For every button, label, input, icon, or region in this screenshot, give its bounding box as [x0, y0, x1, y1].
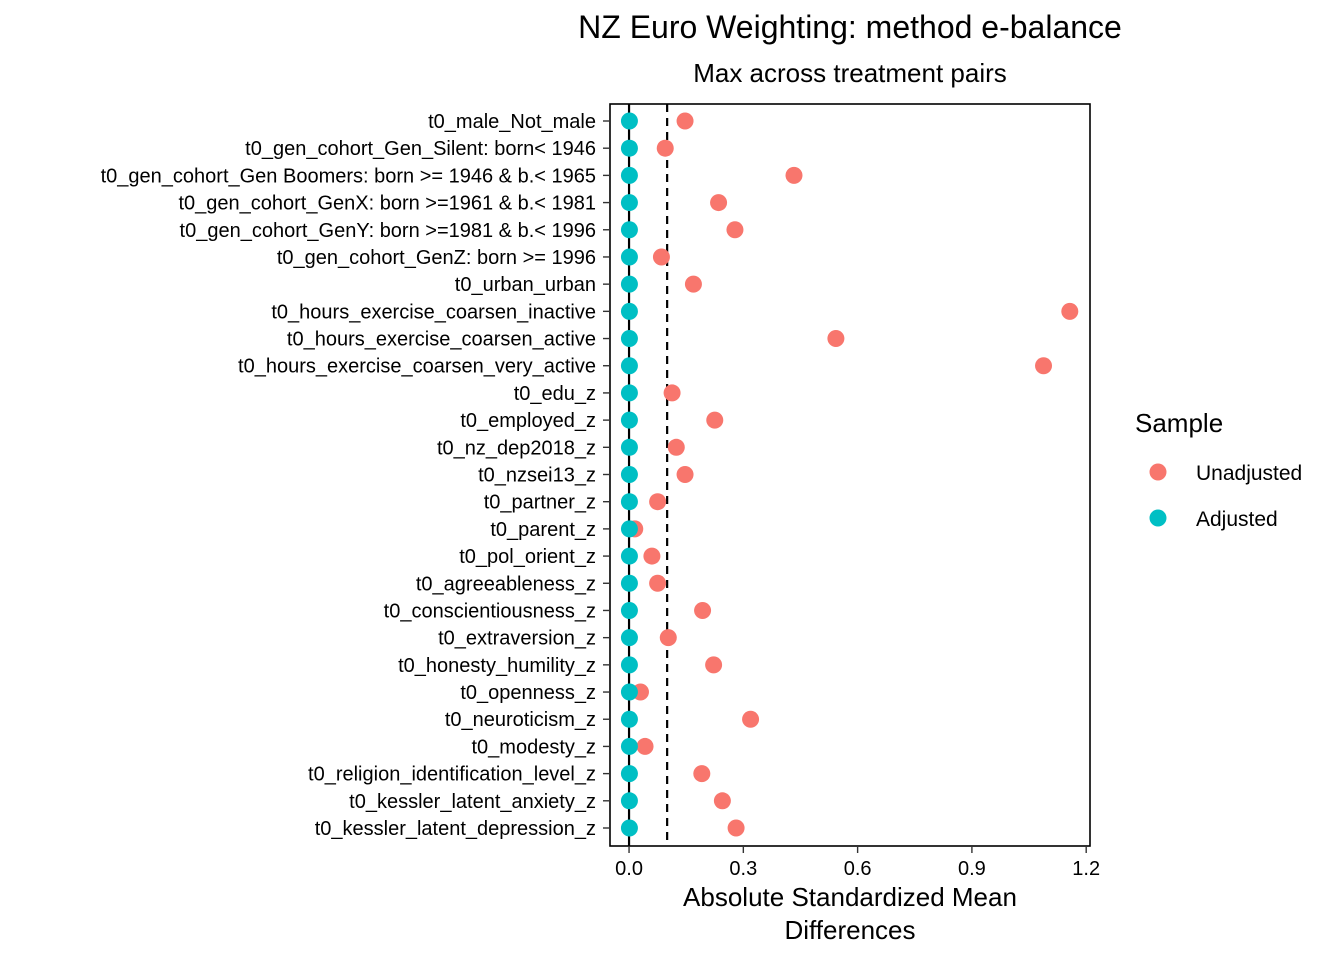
x-axis-label: Absolute Standardized Mean [683, 882, 1017, 912]
data-point-adjusted [620, 493, 638, 511]
y-tick-label: t0_nz_dep2018_z [437, 437, 596, 459]
data-point-adjusted [620, 656, 638, 674]
y-tick-label: t0_parent_z [490, 519, 596, 541]
data-point-adjusted [620, 710, 638, 728]
data-point-unadjusted [663, 384, 681, 402]
data-point-adjusted [620, 765, 638, 783]
y-tick-label: t0_gen_cohort_Gen_Silent: born< 1946 [245, 138, 596, 160]
y-tick-label: t0_hours_exercise_coarsen_inactive [271, 301, 596, 323]
chart-title: NZ Euro Weighting: method e-balance [578, 9, 1122, 45]
y-tick-label: t0_nzsei13_z [478, 465, 596, 487]
x-axis-label-line2: Differences [784, 915, 915, 945]
data-point-unadjusted [785, 166, 803, 184]
y-tick-label: t0_kessler_latent_depression_z [315, 818, 596, 840]
data-point-unadjusted [667, 438, 685, 456]
y-tick-label: t0_edu_z [514, 383, 596, 405]
data-point-unadjusted [684, 275, 702, 293]
x-tick-label: 0.9 [958, 858, 986, 880]
data-point-unadjusted [643, 547, 661, 565]
data-point-adjusted [620, 194, 638, 212]
data-point-adjusted [620, 438, 638, 456]
data-point-adjusted [620, 411, 638, 429]
data-point-unadjusted [656, 139, 674, 157]
data-point-adjusted [620, 166, 638, 184]
data-point-adjusted [620, 737, 638, 755]
data-point-unadjusted [694, 601, 712, 619]
data-point-adjusted [620, 330, 638, 348]
data-point-unadjusted [710, 194, 728, 212]
x-tick-label: 1.2 [1072, 858, 1100, 880]
data-point-unadjusted [676, 466, 694, 483]
y-tick-label: t0_honesty_humility_z [398, 655, 596, 677]
legend-label-unadjusted: Unadjusted [1196, 462, 1302, 485]
y-tick-label: t0_hours_exercise_coarsen_very_active [238, 356, 596, 378]
y-tick-label: t0_male_Not_male [428, 111, 596, 133]
data-point-unadjusted [649, 493, 667, 511]
data-point-unadjusted [1061, 302, 1079, 320]
y-tick-label: t0_gen_cohort_GenX: born >=1961 & b.< 19… [178, 193, 596, 215]
data-point-unadjusted [693, 765, 711, 783]
data-point-adjusted [620, 683, 638, 701]
legend-label-adjusted: Adjusted [1196, 508, 1278, 531]
y-tick-label: t0_kessler_latent_anxiety_z [349, 791, 596, 813]
data-point-adjusted [620, 819, 638, 837]
y-tick-label: t0_gen_cohort_GenY: born >=1981 & b.< 19… [180, 220, 596, 242]
data-point-adjusted [620, 221, 638, 239]
data-point-unadjusted [713, 792, 731, 810]
data-point-adjusted [620, 357, 638, 375]
data-point-adjusted [620, 574, 638, 592]
data-point-unadjusted [727, 819, 745, 837]
data-point-unadjusted [636, 737, 654, 755]
data-point-adjusted [620, 384, 638, 402]
data-point-adjusted [620, 302, 638, 320]
x-tick-label: 0.0 [615, 858, 643, 880]
y-tick-label: t0_partner_z [484, 492, 596, 514]
legend-title: Sample [1135, 408, 1223, 438]
y-tick-label: t0_hours_exercise_coarsen_active [287, 329, 596, 351]
legend: Sample Unadjusted Adjusted [1135, 408, 1302, 531]
data-point-unadjusted [676, 112, 694, 130]
data-point-adjusted [620, 112, 638, 130]
x-tick-label: 0.6 [844, 858, 872, 880]
data-point-unadjusted [659, 629, 677, 647]
y-tick-label: t0_urban_urban [455, 274, 596, 296]
data-point-adjusted [620, 792, 638, 810]
y-tick-label: t0_neuroticism_z [445, 709, 596, 731]
data-point-unadjusted [705, 656, 723, 674]
data-point-unadjusted [1035, 357, 1053, 375]
y-tick-label: t0_conscientiousness_z [384, 600, 596, 622]
legend-key-adjusted [1149, 509, 1167, 527]
y-tick-label: t0_gen_cohort_Gen Boomers: born >= 1946 … [101, 165, 596, 187]
data-point-adjusted [620, 248, 638, 266]
x-tick-label: 0.3 [729, 858, 757, 880]
plot-area: t0_male_Not_male t0_gen_cohort_Gen_Silent… [101, 103, 1100, 880]
y-tick-label: t0_employed_z [460, 410, 596, 432]
data-point-adjusted [620, 601, 638, 619]
legend-key-unadjusted [1149, 463, 1167, 481]
data-point-unadjusted [726, 221, 744, 239]
data-point-unadjusted [652, 248, 670, 266]
data-point-unadjusted [742, 710, 760, 728]
y-tick-label: t0_extraversion_z [438, 628, 596, 650]
data-point-unadjusted [649, 574, 667, 592]
y-tick-label: t0_gen_cohort_GenZ: born >= 1996 [277, 247, 596, 269]
chart-subtitle: Max across treatment pairs [693, 58, 1007, 88]
y-tick-label: t0_pol_orient_z [459, 546, 596, 568]
data-point-adjusted [620, 466, 638, 483]
data-point-adjusted [620, 275, 638, 293]
y-tick-label: t0_agreeableness_z [416, 573, 596, 595]
data-point-adjusted [620, 139, 638, 157]
data-point-adjusted [620, 629, 638, 647]
data-point-adjusted [620, 547, 638, 565]
y-tick-label: t0_modesty_z [471, 736, 596, 758]
data-point-unadjusted [706, 411, 724, 429]
data-point-adjusted [620, 520, 638, 538]
y-tick-label: t0_openness_z [460, 682, 596, 704]
data-point-unadjusted [827, 330, 845, 348]
y-tick-label: t0_religion_identification_level_z [308, 764, 596, 786]
